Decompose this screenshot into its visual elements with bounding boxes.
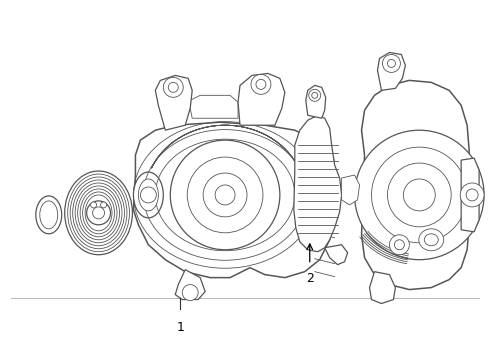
Polygon shape: [306, 85, 326, 118]
Ellipse shape: [83, 192, 115, 234]
Polygon shape: [342, 175, 360, 205]
Ellipse shape: [65, 171, 132, 255]
Circle shape: [163, 77, 183, 97]
Polygon shape: [325, 245, 347, 265]
Circle shape: [388, 163, 451, 227]
Ellipse shape: [424, 234, 438, 246]
Polygon shape: [294, 115, 342, 252]
Circle shape: [371, 147, 467, 243]
Circle shape: [87, 201, 111, 225]
Text: 1: 1: [176, 321, 184, 334]
Circle shape: [171, 140, 280, 250]
Circle shape: [100, 202, 106, 208]
Circle shape: [187, 157, 263, 233]
Circle shape: [390, 235, 409, 255]
Ellipse shape: [80, 189, 117, 237]
Circle shape: [309, 89, 321, 101]
Polygon shape: [369, 272, 395, 303]
Circle shape: [466, 189, 478, 201]
Circle shape: [215, 185, 235, 205]
Ellipse shape: [40, 201, 58, 229]
Text: 2: 2: [306, 272, 314, 285]
Circle shape: [168, 82, 178, 92]
Ellipse shape: [138, 179, 158, 211]
Polygon shape: [133, 122, 335, 278]
Circle shape: [203, 173, 247, 217]
Circle shape: [93, 207, 104, 219]
Circle shape: [355, 130, 484, 260]
Ellipse shape: [68, 174, 129, 252]
Ellipse shape: [70, 177, 127, 249]
Ellipse shape: [75, 183, 122, 243]
Ellipse shape: [77, 186, 120, 240]
Ellipse shape: [85, 195, 112, 231]
Circle shape: [394, 240, 404, 250]
Circle shape: [383, 54, 400, 72]
Polygon shape: [175, 270, 205, 300]
Circle shape: [91, 202, 97, 208]
Circle shape: [182, 285, 198, 301]
Ellipse shape: [73, 180, 124, 246]
Polygon shape: [190, 95, 238, 118]
Circle shape: [460, 183, 484, 207]
Polygon shape: [377, 53, 405, 90]
Polygon shape: [238, 73, 285, 125]
Circle shape: [141, 187, 156, 203]
Ellipse shape: [36, 196, 62, 234]
Ellipse shape: [133, 172, 163, 218]
Circle shape: [312, 92, 318, 98]
Polygon shape: [461, 158, 479, 232]
Circle shape: [251, 75, 271, 94]
Polygon shape: [155, 75, 192, 130]
Ellipse shape: [419, 229, 444, 251]
Polygon shape: [362, 80, 469, 289]
Circle shape: [256, 80, 266, 89]
Circle shape: [388, 59, 395, 67]
Circle shape: [403, 179, 435, 211]
